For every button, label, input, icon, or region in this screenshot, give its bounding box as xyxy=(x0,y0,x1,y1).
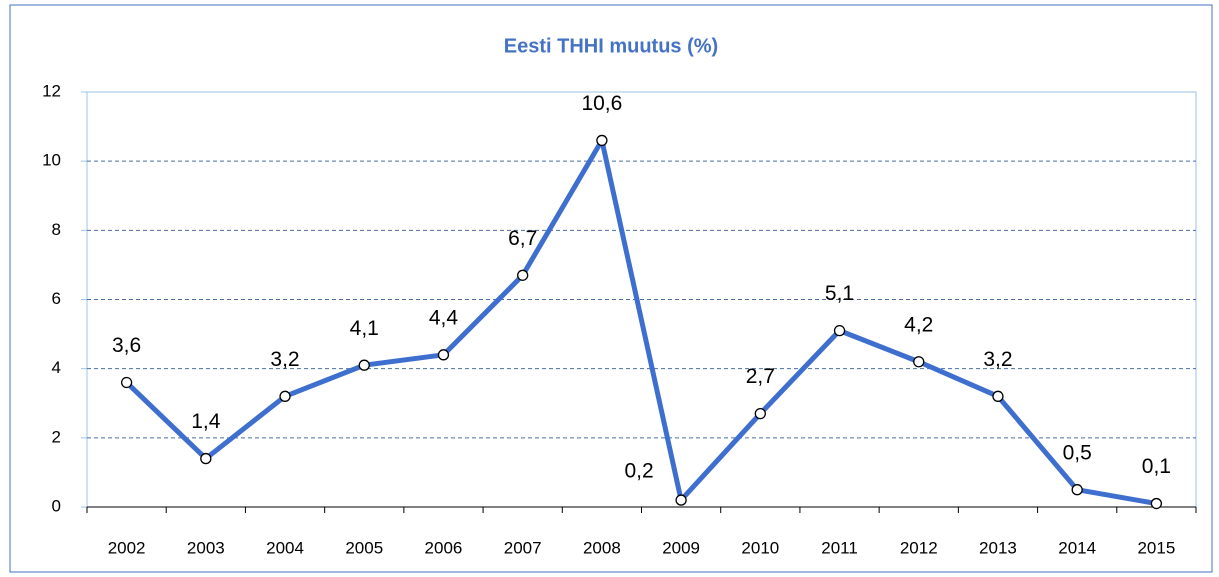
data-label: 3,6 xyxy=(112,334,141,357)
data-point xyxy=(596,134,608,147)
data-label: 3,2 xyxy=(983,348,1012,371)
data-label: 5,1 xyxy=(825,282,854,305)
data-label: 1,4 xyxy=(191,410,221,433)
y-tick-label: 0 xyxy=(52,496,61,515)
data-point xyxy=(833,324,846,337)
chart-title: Eesti THHI muutus (%) xyxy=(504,35,718,57)
data-label: 10,6 xyxy=(581,92,622,115)
data-point xyxy=(437,349,450,361)
data-point xyxy=(517,269,529,281)
y-tick-label: 8 xyxy=(52,220,61,239)
y-tick-label: 10 xyxy=(42,151,61,170)
data-label: 6,7 xyxy=(508,227,537,250)
data-label: 0,2 xyxy=(625,460,654,483)
x-tick-label: 2004 xyxy=(266,538,304,557)
data-point xyxy=(358,359,370,371)
data-point xyxy=(279,390,291,402)
data-point xyxy=(913,356,925,368)
x-tick-label: 2013 xyxy=(979,538,1017,557)
x-tick-label: 2012 xyxy=(900,538,938,557)
x-tick-label: 2011 xyxy=(821,538,858,557)
x-tick-label: 2003 xyxy=(187,538,225,557)
y-tick-label: 12 xyxy=(42,81,61,100)
chart-border xyxy=(9,4,1213,573)
data-point xyxy=(1150,497,1163,510)
data-label: 2,7 xyxy=(746,365,775,388)
x-tick-label: 2014 xyxy=(1058,538,1096,557)
x-tick-label: 2006 xyxy=(425,538,463,557)
y-tick-label: 6 xyxy=(52,289,61,308)
data-point xyxy=(992,390,1004,402)
data-label: 4,4 xyxy=(429,306,459,329)
x-tick-label: 2009 xyxy=(662,538,700,557)
x-tick-label: 2002 xyxy=(108,538,146,557)
data-label: 4,2 xyxy=(904,313,933,336)
data-point xyxy=(675,494,687,506)
data-point xyxy=(120,376,133,389)
x-tick-label: 2015 xyxy=(1137,538,1175,557)
data-label: 0,5 xyxy=(1063,441,1092,464)
y-tick-label: 2 xyxy=(52,427,61,446)
data-label: 3,2 xyxy=(270,348,299,371)
data-line xyxy=(124,137,1157,507)
data-point xyxy=(754,407,766,420)
data-point xyxy=(1071,484,1083,496)
x-tick-label: 2007 xyxy=(504,538,542,557)
x-tick-label: 2010 xyxy=(741,538,779,557)
data-label: 0,1 xyxy=(1142,455,1171,478)
data-label: 4,1 xyxy=(350,317,379,340)
y-tick-label: 4 xyxy=(52,358,61,377)
data-point xyxy=(200,452,212,465)
x-tick-label: 2008 xyxy=(583,538,621,557)
x-tick-label: 2005 xyxy=(345,538,383,557)
